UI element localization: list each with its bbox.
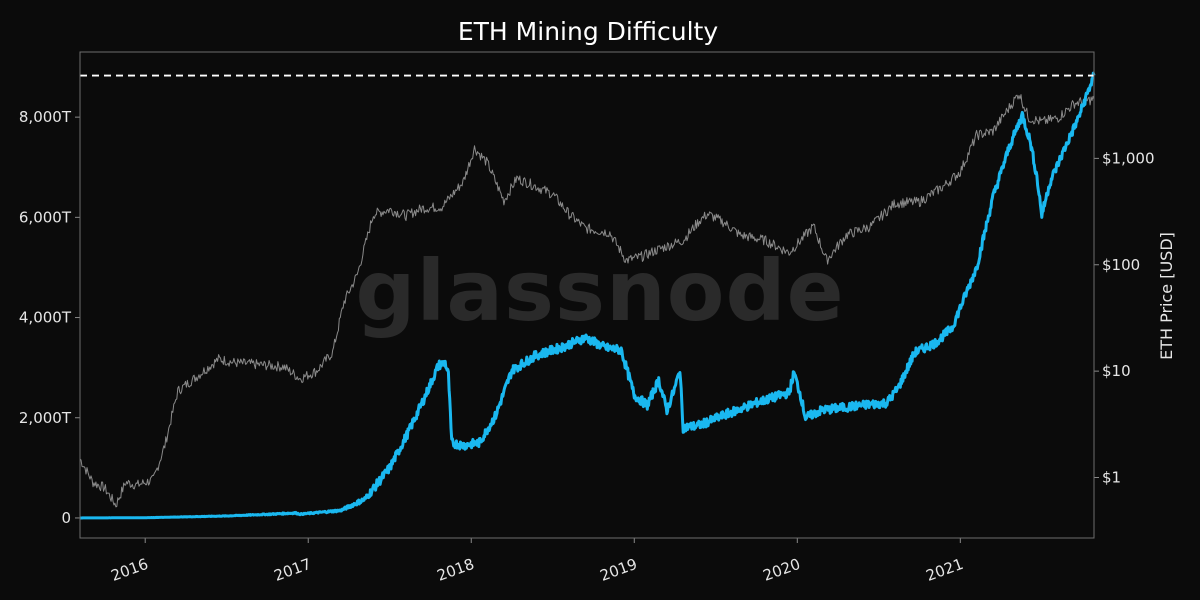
y-left-tick-label: 2,000T	[19, 409, 72, 427]
plot-frame	[79, 51, 1095, 539]
y-right-tick-label: $1	[1102, 469, 1121, 487]
right-axis-label: ETH Price [USD]	[1157, 232, 1176, 360]
y-left-tick-label: 4,000T	[19, 309, 72, 327]
eth-price-series-line	[79, 94, 1095, 508]
glassnode-watermark: glassnode	[355, 242, 844, 340]
chart-title: ETH Mining Difficulty	[458, 17, 718, 46]
mining-difficulty-series-line	[79, 71, 1096, 520]
y-left-tick-label: 6,000T	[19, 208, 72, 226]
y-right-tick-label: $100	[1102, 256, 1140, 274]
y-right-tick-label: $10	[1102, 362, 1131, 380]
y-right-tick-label: $1,000	[1102, 149, 1155, 167]
y-left-tick-label: 0	[61, 509, 71, 527]
y-left-tick-label: 8,000T	[19, 108, 72, 126]
